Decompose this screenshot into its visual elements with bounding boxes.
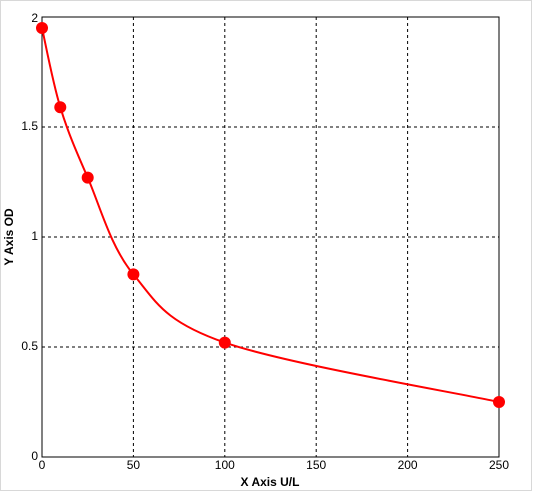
- x-tick-label: 250: [489, 458, 509, 472]
- x-axis-label: X Axis U/L: [241, 475, 300, 489]
- y-axis-label: Y Axis OD: [2, 208, 16, 266]
- y-tick-label: 2: [31, 11, 38, 25]
- x-tick-label: 0: [39, 458, 46, 472]
- data-point: [493, 396, 505, 408]
- data-point: [54, 101, 67, 114]
- chart-frame: [0, 0, 532, 491]
- y-tick-label: 0.5: [21, 339, 38, 353]
- x-tick-label: 200: [398, 458, 418, 472]
- data-point: [127, 268, 140, 281]
- x-tick-label: 150: [306, 458, 326, 472]
- data-point: [81, 171, 94, 184]
- plot-frame: [41, 16, 500, 458]
- y-tick-label: 0: [31, 449, 38, 463]
- x-tick-label: 100: [215, 458, 235, 472]
- y-tick-label: 1.5: [21, 119, 38, 133]
- y-tick-label: 1: [31, 229, 38, 243]
- x-tick-label: 50: [127, 458, 141, 472]
- data-point: [218, 336, 231, 349]
- data-point: [36, 22, 48, 34]
